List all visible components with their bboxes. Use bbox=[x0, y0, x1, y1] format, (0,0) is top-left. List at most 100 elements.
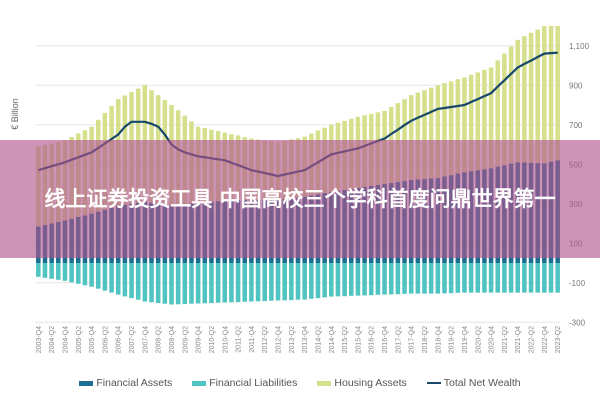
financial-liabilities-bar bbox=[235, 263, 241, 303]
financial-liabilities-bar bbox=[522, 263, 527, 293]
financial-liabilities-bar bbox=[115, 263, 121, 295]
x-tick-label: 2004-Q4 bbox=[62, 326, 69, 353]
financial-liabilities-bar bbox=[229, 263, 234, 303]
x-tick-label: 2013-Q4 bbox=[302, 326, 309, 353]
x-tick-label: 2016-Q4 bbox=[382, 326, 389, 353]
housing-assets-bar bbox=[435, 85, 441, 179]
housing-assets-bar bbox=[542, 26, 547, 164]
housing-assets-bar bbox=[535, 29, 540, 164]
financial-liabilities-bar bbox=[255, 263, 261, 302]
housing-assets-bar bbox=[515, 39, 520, 163]
housing-assets-bar bbox=[475, 72, 481, 171]
financial-liabilities-bar bbox=[262, 263, 267, 302]
financial-liabilities-bar bbox=[195, 263, 201, 304]
x-tick-label: 2009-Q2 bbox=[182, 326, 189, 353]
x-tick-label: 2011-Q2 bbox=[236, 326, 243, 353]
financial-liabilities-bar bbox=[302, 263, 307, 300]
housing-assets-bar bbox=[448, 81, 454, 176]
financial-liabilities-bar bbox=[455, 263, 461, 293]
x-tick-label: 2022-Q4 bbox=[542, 326, 549, 353]
housing-assets-bar bbox=[468, 74, 474, 172]
financial-liabilities-bar bbox=[388, 263, 394, 295]
x-tick-label: 2012-Q4 bbox=[276, 326, 283, 353]
x-tick-label: 2017-Q2 bbox=[395, 326, 402, 353]
financial-liabilities-bar bbox=[495, 263, 501, 293]
x-tick-label: 2015-Q2 bbox=[342, 326, 349, 353]
banner-headline[interactable]: 线上证券投资工具 中国高校三个学科首度问鼎世界第一 bbox=[44, 186, 556, 211]
financial-liabilities-bar bbox=[56, 263, 61, 280]
legend-item-housing-assets: Housing Assets bbox=[317, 377, 407, 389]
x-tick-label: 2010-Q4 bbox=[222, 326, 229, 353]
x-tick-label: 2005-Q4 bbox=[89, 326, 96, 353]
x-tick-label: 2006-Q2 bbox=[102, 326, 109, 353]
financial-liabilities-bar bbox=[49, 263, 54, 279]
x-tick-label: 2018-Q4 bbox=[435, 326, 442, 353]
housing-assets-bar bbox=[548, 25, 554, 162]
financial-liabilities-bar bbox=[482, 263, 487, 293]
financial-liabilities-bar bbox=[76, 263, 81, 284]
financial-liabilities-bar bbox=[209, 263, 214, 304]
financial-liabilities-bar bbox=[309, 263, 314, 299]
financial-liabilities-bar bbox=[69, 263, 74, 283]
housing-assets-bar bbox=[455, 79, 461, 174]
financial-liabilities-bar bbox=[175, 263, 181, 305]
financial-liabilities-bar bbox=[548, 263, 554, 293]
financial-liabilities-bar bbox=[488, 263, 494, 293]
x-tick-label: 2009-Q4 bbox=[196, 326, 203, 353]
y-tick-label: 700 bbox=[569, 121, 583, 130]
x-tick-label: 2014-Q4 bbox=[329, 326, 336, 353]
financial-liabilities-bar bbox=[528, 263, 534, 293]
financial-assets-swatch-icon bbox=[79, 380, 94, 386]
legend: Financial Assets Financial Liabilities H… bbox=[0, 377, 600, 389]
financial-liabilities-bar bbox=[468, 263, 474, 293]
x-tick-label: 2010-Q2 bbox=[209, 326, 216, 353]
x-tick-label: 2018-Q2 bbox=[422, 326, 429, 353]
x-tick-label: 2016-Q2 bbox=[369, 326, 376, 353]
financial-liabilities-bar bbox=[215, 263, 221, 303]
financial-liabilities-bar bbox=[435, 263, 441, 294]
housing-assets-bar bbox=[408, 95, 414, 181]
financial-liabilities-swatch-icon bbox=[192, 380, 207, 386]
x-tick-label: 2008-Q4 bbox=[169, 326, 176, 353]
housing-assets-bar bbox=[528, 32, 534, 163]
financial-liabilities-bar bbox=[182, 263, 188, 305]
financial-liabilities-bar bbox=[535, 263, 540, 293]
x-tick-label: 2005-Q2 bbox=[76, 326, 83, 353]
x-axis-ticks: 2003-Q4 2004-Q2 2004-Q4 2005-Q2 2005-Q4 2006-… bbox=[36, 326, 562, 353]
financial-liabilities-bar bbox=[408, 263, 414, 294]
x-tick-label: 2011-Q4 bbox=[249, 326, 256, 353]
financial-liabilities-bar bbox=[82, 263, 88, 286]
x-tick-label: 2021-Q2 bbox=[502, 326, 509, 353]
financial-liabilities-bar bbox=[95, 263, 101, 289]
financial-liabilities-bar bbox=[135, 263, 141, 300]
financial-liabilities-bar bbox=[222, 263, 228, 303]
financial-liabilities-bar bbox=[202, 263, 208, 304]
financial-liabilities-bar bbox=[295, 263, 301, 300]
financial-liabilities-bar bbox=[368, 263, 374, 296]
financial-liabilities-bar bbox=[242, 263, 247, 302]
financial-liabilities-bar bbox=[315, 263, 321, 299]
y-tick-label: 900 bbox=[569, 81, 583, 90]
financial-liabilities-bar bbox=[129, 263, 134, 299]
legend-item-financial-liabilities: Financial Liabilities bbox=[192, 377, 297, 389]
x-tick-label: 2019-Q2 bbox=[449, 326, 456, 353]
financial-liabilities-bar bbox=[355, 263, 361, 296]
housing-assets-bar bbox=[415, 92, 421, 180]
financial-liabilities-bar bbox=[462, 263, 467, 293]
x-tick-label: 2008-Q2 bbox=[156, 326, 163, 353]
financial-liabilities-bar bbox=[342, 263, 347, 297]
financial-liabilities-bar bbox=[155, 263, 161, 304]
financial-liabilities-bar bbox=[448, 263, 454, 294]
financial-liabilities-bar bbox=[515, 263, 520, 293]
x-tick-label: 2021-Q4 bbox=[515, 326, 522, 353]
financial-liabilities-bar bbox=[422, 263, 427, 294]
financial-liabilities-bar bbox=[329, 263, 334, 297]
ad-banner-overlay[interactable]: 线上证券投资工具 中国高校三个学科首度问鼎世界第一 bbox=[0, 140, 600, 258]
financial-liabilities-bar bbox=[428, 263, 434, 294]
housing-assets-bar bbox=[442, 83, 447, 177]
financial-liabilities-bar bbox=[169, 263, 174, 305]
financial-liabilities-bar bbox=[415, 263, 421, 294]
housing-assets-swatch-icon bbox=[317, 380, 332, 386]
y-tick-label: 1,100 bbox=[569, 42, 590, 51]
financial-liabilities-bar bbox=[508, 263, 514, 293]
